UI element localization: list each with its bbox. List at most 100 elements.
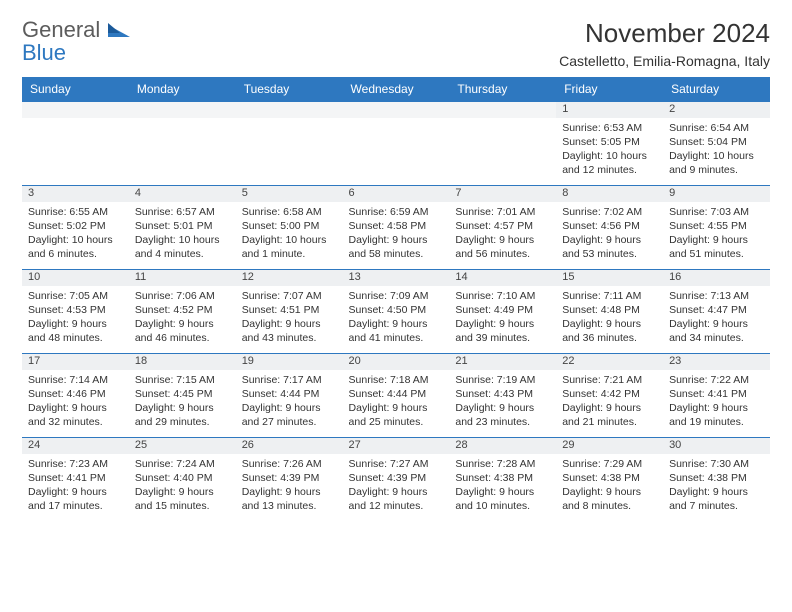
day-number-cell <box>129 102 236 118</box>
day-number-cell: 26 <box>236 438 343 454</box>
sunrise-text: Sunrise: 7:02 AM <box>562 205 657 219</box>
day-number-cell: 27 <box>343 438 450 454</box>
day-info-cell: Sunrise: 7:11 AMSunset: 4:48 PMDaylight:… <box>556 286 663 354</box>
sunset-text: Sunset: 4:44 PM <box>349 387 444 401</box>
sunset-text: Sunset: 4:42 PM <box>562 387 657 401</box>
day-info-cell <box>236 118 343 186</box>
day-number: 26 <box>242 439 254 451</box>
day-number: 25 <box>135 439 147 451</box>
day-number: 10 <box>28 271 40 283</box>
day-number-cell: 6 <box>343 186 450 202</box>
day-number-cell: 23 <box>663 354 770 370</box>
daylight-text: Daylight: 9 hours and 23 minutes. <box>455 401 550 429</box>
day-info-cell: Sunrise: 6:54 AMSunset: 5:04 PMDaylight:… <box>663 118 770 186</box>
day-info-cell: Sunrise: 7:27 AMSunset: 4:39 PMDaylight:… <box>343 454 450 522</box>
sunrise-text: Sunrise: 7:07 AM <box>242 289 337 303</box>
logo-triangle-icon <box>108 17 130 42</box>
sunset-text: Sunset: 4:49 PM <box>455 303 550 317</box>
day-info-row: Sunrise: 7:05 AMSunset: 4:53 PMDaylight:… <box>22 286 770 354</box>
weekday-header: Saturday <box>663 77 770 102</box>
daylight-text: Daylight: 9 hours and 17 minutes. <box>28 485 123 513</box>
sunset-text: Sunset: 4:38 PM <box>562 471 657 485</box>
sunset-text: Sunset: 4:53 PM <box>28 303 123 317</box>
sunset-text: Sunset: 4:57 PM <box>455 219 550 233</box>
daylight-text: Daylight: 10 hours and 9 minutes. <box>669 149 764 177</box>
daylight-text: Daylight: 9 hours and 27 minutes. <box>242 401 337 429</box>
sunrise-text: Sunrise: 6:54 AM <box>669 121 764 135</box>
sunset-text: Sunset: 4:56 PM <box>562 219 657 233</box>
daylight-text: Daylight: 9 hours and 32 minutes. <box>28 401 123 429</box>
day-number: 8 <box>562 187 568 199</box>
day-number-row: 24252627282930 <box>22 438 770 454</box>
daylight-text: Daylight: 9 hours and 13 minutes. <box>242 485 337 513</box>
day-number-cell: 13 <box>343 270 450 286</box>
weekday-header: Thursday <box>449 77 556 102</box>
day-info-cell: Sunrise: 7:22 AMSunset: 4:41 PMDaylight:… <box>663 370 770 438</box>
sunset-text: Sunset: 4:39 PM <box>349 471 444 485</box>
sunset-text: Sunset: 4:39 PM <box>242 471 337 485</box>
day-number-cell: 9 <box>663 186 770 202</box>
day-number-cell: 12 <box>236 270 343 286</box>
sunrise-text: Sunrise: 6:57 AM <box>135 205 230 219</box>
sunset-text: Sunset: 4:45 PM <box>135 387 230 401</box>
day-number-row: 12 <box>22 102 770 118</box>
day-number-cell: 18 <box>129 354 236 370</box>
day-number: 9 <box>669 187 675 199</box>
day-number: 11 <box>135 271 146 283</box>
location-label: Castelletto, Emilia-Romagna, Italy <box>559 53 770 69</box>
sunrise-text: Sunrise: 7:11 AM <box>562 289 657 303</box>
day-number-row: 10111213141516 <box>22 270 770 286</box>
sunrise-text: Sunrise: 7:03 AM <box>669 205 764 219</box>
day-info-cell <box>129 118 236 186</box>
day-info-cell: Sunrise: 7:05 AMSunset: 4:53 PMDaylight:… <box>22 286 129 354</box>
sunrise-text: Sunrise: 7:06 AM <box>135 289 230 303</box>
logo: General Blue <box>22 18 130 64</box>
daylight-text: Daylight: 9 hours and 12 minutes. <box>349 485 444 513</box>
sunset-text: Sunset: 4:43 PM <box>455 387 550 401</box>
sunrise-text: Sunrise: 6:53 AM <box>562 121 657 135</box>
day-number: 13 <box>349 271 361 283</box>
day-number: 28 <box>455 439 467 451</box>
day-number-cell: 25 <box>129 438 236 454</box>
day-info-cell: Sunrise: 7:28 AMSunset: 4:38 PMDaylight:… <box>449 454 556 522</box>
day-info-cell: Sunrise: 7:03 AMSunset: 4:55 PMDaylight:… <box>663 202 770 270</box>
daylight-text: Daylight: 9 hours and 51 minutes. <box>669 233 764 261</box>
sunset-text: Sunset: 5:00 PM <box>242 219 337 233</box>
day-number-cell: 2 <box>663 102 770 118</box>
day-info-cell: Sunrise: 7:10 AMSunset: 4:49 PMDaylight:… <box>449 286 556 354</box>
sunset-text: Sunset: 4:48 PM <box>562 303 657 317</box>
day-number-cell: 15 <box>556 270 663 286</box>
day-number-cell <box>449 102 556 118</box>
sunrise-text: Sunrise: 7:19 AM <box>455 373 550 387</box>
day-info-cell: Sunrise: 7:21 AMSunset: 4:42 PMDaylight:… <box>556 370 663 438</box>
day-info-cell: Sunrise: 6:58 AMSunset: 5:00 PMDaylight:… <box>236 202 343 270</box>
sunset-text: Sunset: 4:40 PM <box>135 471 230 485</box>
day-number: 1 <box>562 103 568 115</box>
day-info-cell: Sunrise: 7:30 AMSunset: 4:38 PMDaylight:… <box>663 454 770 522</box>
daylight-text: Daylight: 9 hours and 46 minutes. <box>135 317 230 345</box>
day-info-cell: Sunrise: 7:23 AMSunset: 4:41 PMDaylight:… <box>22 454 129 522</box>
logo-part2: Blue <box>22 40 66 65</box>
day-number: 12 <box>242 271 254 283</box>
day-info-cell: Sunrise: 7:29 AMSunset: 4:38 PMDaylight:… <box>556 454 663 522</box>
sunrise-text: Sunrise: 7:28 AM <box>455 457 550 471</box>
day-number: 17 <box>28 355 40 367</box>
day-info-cell: Sunrise: 6:59 AMSunset: 4:58 PMDaylight:… <box>343 202 450 270</box>
sunset-text: Sunset: 5:04 PM <box>669 135 764 149</box>
sunrise-text: Sunrise: 7:27 AM <box>349 457 444 471</box>
sunrise-text: Sunrise: 7:01 AM <box>455 205 550 219</box>
daylight-text: Daylight: 9 hours and 25 minutes. <box>349 401 444 429</box>
sunrise-text: Sunrise: 6:58 AM <box>242 205 337 219</box>
daylight-text: Daylight: 9 hours and 15 minutes. <box>135 485 230 513</box>
sunset-text: Sunset: 4:38 PM <box>455 471 550 485</box>
weekday-header-row: Sunday Monday Tuesday Wednesday Thursday… <box>22 77 770 102</box>
day-number-cell: 3 <box>22 186 129 202</box>
sunrise-text: Sunrise: 6:59 AM <box>349 205 444 219</box>
sunset-text: Sunset: 4:41 PM <box>28 471 123 485</box>
day-number: 14 <box>455 271 467 283</box>
day-info-cell <box>22 118 129 186</box>
weekday-header: Wednesday <box>343 77 450 102</box>
sunrise-text: Sunrise: 7:10 AM <box>455 289 550 303</box>
sunset-text: Sunset: 4:50 PM <box>349 303 444 317</box>
sunset-text: Sunset: 5:05 PM <box>562 135 657 149</box>
